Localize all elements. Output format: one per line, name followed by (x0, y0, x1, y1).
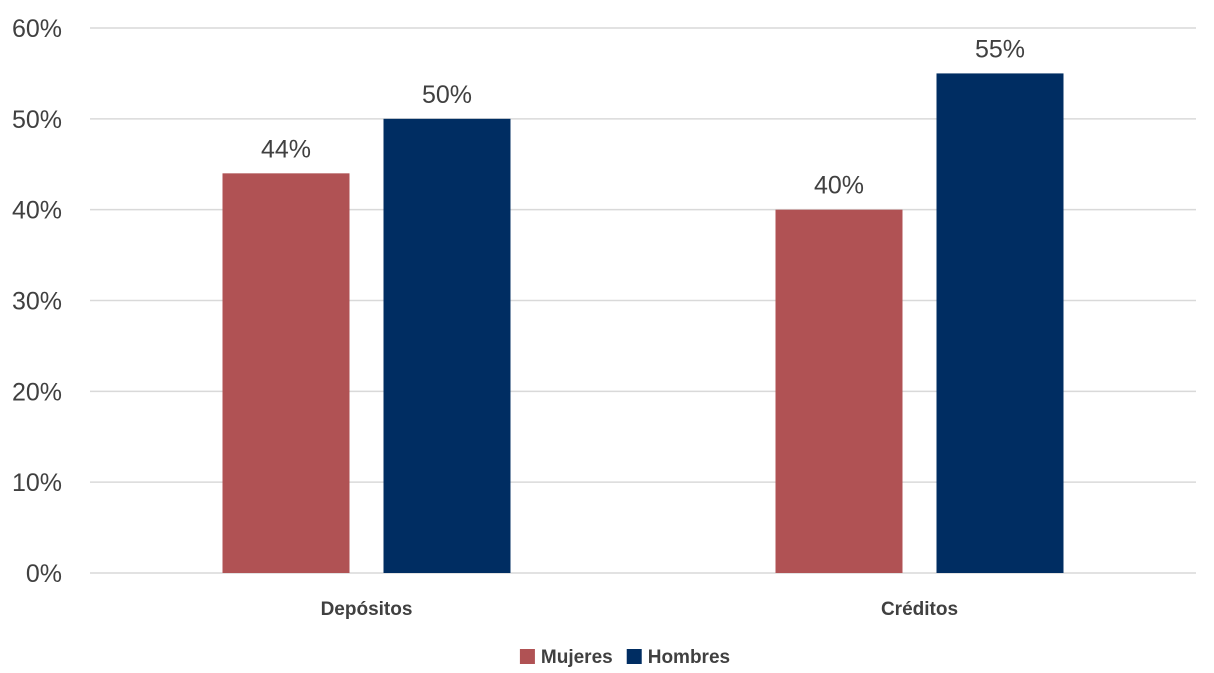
legend-label: Hombres (648, 647, 730, 668)
y-tick-label: 40% (12, 197, 62, 225)
y-axis-ticks: 0% 10% 20% 30% 40% 50% 60% (12, 15, 62, 588)
bars (222, 73, 1064, 574)
data-label: 40% (814, 172, 864, 200)
x-category-label: Créditos (881, 599, 958, 620)
x-category-label: Depósitos (321, 599, 413, 620)
legend-label: Mujeres (541, 647, 613, 668)
data-labels: 44% 50% 40% 55% (261, 35, 1025, 199)
data-label: 50% (422, 81, 472, 109)
bar-hombres-0 (383, 118, 511, 573)
bar-mujeres-0 (222, 173, 350, 574)
y-tick-label: 0% (26, 560, 62, 588)
data-label: 55% (975, 35, 1025, 63)
x-axis-categories: Depósitos Créditos (321, 599, 958, 620)
data-label: 44% (261, 135, 311, 163)
y-tick-label: 30% (12, 288, 62, 316)
y-tick-label: 50% (12, 106, 62, 134)
y-tick-label: 10% (12, 469, 62, 497)
legend-swatch-hombres (626, 649, 642, 664)
y-tick-label: 60% (12, 15, 62, 43)
legend-swatch-mujeres (519, 649, 535, 664)
y-tick-label: 20% (12, 378, 62, 406)
legend: Mujeres Hombres (519, 647, 730, 668)
bar-mujeres-1 (775, 209, 903, 573)
bar-hombres-1 (936, 73, 1064, 574)
